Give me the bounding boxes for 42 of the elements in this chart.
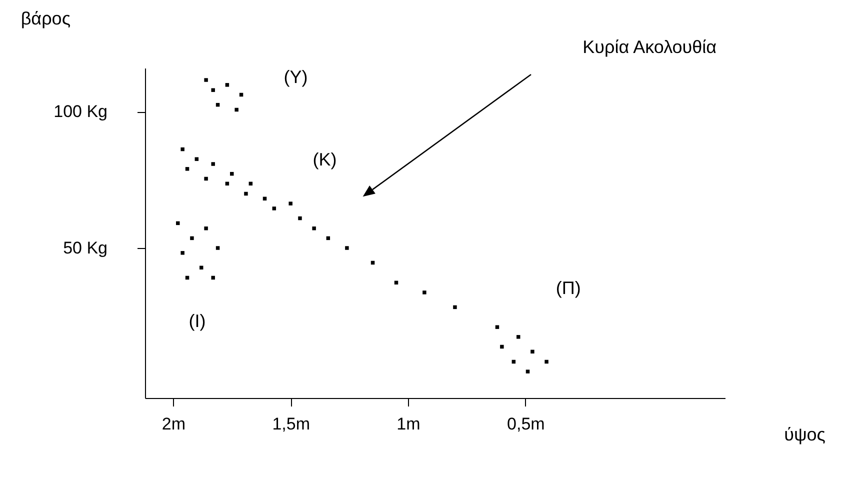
point: [495, 325, 500, 329]
point: [230, 172, 234, 176]
point: [211, 276, 215, 280]
point: [216, 246, 220, 250]
x-tick-label: 0,5m: [507, 414, 545, 434]
point: [190, 236, 194, 240]
y-tick-label: 100 Kg: [54, 102, 108, 122]
point: [234, 108, 238, 112]
point: [194, 157, 199, 161]
annotation: (Ι): [188, 311, 206, 332]
point: [500, 344, 504, 349]
annotation: (Π): [556, 278, 581, 298]
point: [211, 162, 215, 166]
point: [204, 78, 208, 82]
point: [204, 226, 208, 230]
point: [298, 216, 302, 220]
x-tick-label: 2m: [162, 414, 186, 434]
point: [288, 202, 292, 206]
point: [180, 147, 184, 152]
x-axis-title: ύψος: [784, 424, 826, 444]
point: [204, 176, 208, 181]
x-tick-label: 1m: [396, 414, 420, 434]
point: [272, 206, 276, 210]
text: Κυρία Ακολουθία: [582, 37, 717, 58]
point: [244, 192, 248, 196]
point: [526, 370, 530, 374]
annotation: (Κ): [312, 149, 337, 170]
point: [312, 226, 316, 230]
x-tick-label: 1,5m: [272, 414, 310, 434]
point: [345, 246, 349, 250]
point: [180, 251, 184, 255]
y-axis-title: βάρος: [20, 8, 71, 28]
point: [453, 305, 457, 310]
point: [211, 88, 215, 92]
annotation: (Υ): [284, 66, 308, 87]
point: [516, 335, 520, 339]
point: [185, 167, 190, 171]
point: [544, 360, 548, 364]
y-tick-label: 50 Kg: [63, 238, 108, 258]
point: [422, 290, 426, 294]
point: [225, 83, 230, 87]
point: [530, 350, 534, 354]
